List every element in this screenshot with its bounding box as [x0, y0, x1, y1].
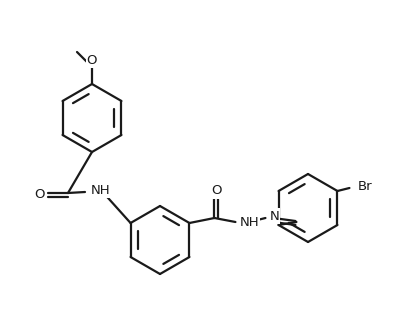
Text: N: N [269, 210, 279, 222]
Text: NH: NH [91, 183, 110, 196]
Text: O: O [87, 53, 97, 67]
Text: Br: Br [356, 179, 371, 193]
Text: O: O [34, 189, 45, 201]
Text: O: O [211, 184, 221, 197]
Text: NH: NH [239, 216, 258, 230]
